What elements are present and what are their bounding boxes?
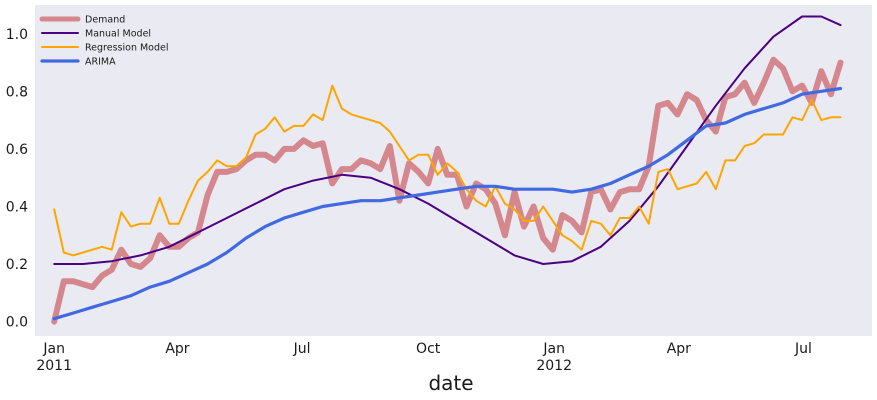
legend-label-manual-model: Manual Model — [85, 29, 151, 40]
x-tick-label: Oct — [416, 341, 441, 357]
y-tick-label: 0.8 — [6, 84, 28, 100]
x-tick-label: Apr — [667, 341, 691, 357]
y-axis: 0.0 0.2 0.4 0.6 0.8 1.0 — [6, 27, 28, 331]
x-tick-year-label: 2012 — [536, 358, 572, 374]
x-tick-label: Apr — [165, 341, 189, 357]
y-tick-label: 0.2 — [6, 257, 28, 273]
y-tick-label: 0.4 — [6, 199, 28, 215]
x-axis-label: date — [428, 371, 473, 395]
x-tick-label: Jan — [42, 341, 65, 357]
y-tick-label: 1.0 — [6, 27, 28, 43]
legend-label-demand: Demand — [85, 15, 125, 26]
series-layer — [51, 15, 844, 325]
legend-label-regression-model: Regression Model — [85, 43, 169, 54]
series-line-regression-model — [53, 84, 842, 257]
x-tick-label: Jan — [542, 341, 565, 357]
x-tick-label: Jul — [293, 341, 311, 357]
series-line-manual-model — [53, 15, 842, 265]
x-tick-label: Jul — [794, 341, 812, 357]
plot-area — [35, 5, 872, 336]
series-line-arima — [52, 86, 843, 321]
y-tick-label: 0.0 — [6, 315, 28, 331]
y-tick-label: 0.6 — [6, 142, 28, 158]
x-tick-year-label: 2011 — [36, 358, 72, 374]
legend: Demand Manual Model Regression Model ARIMA — [36, 9, 169, 69]
legend-label-arima: ARIMA — [85, 57, 116, 68]
